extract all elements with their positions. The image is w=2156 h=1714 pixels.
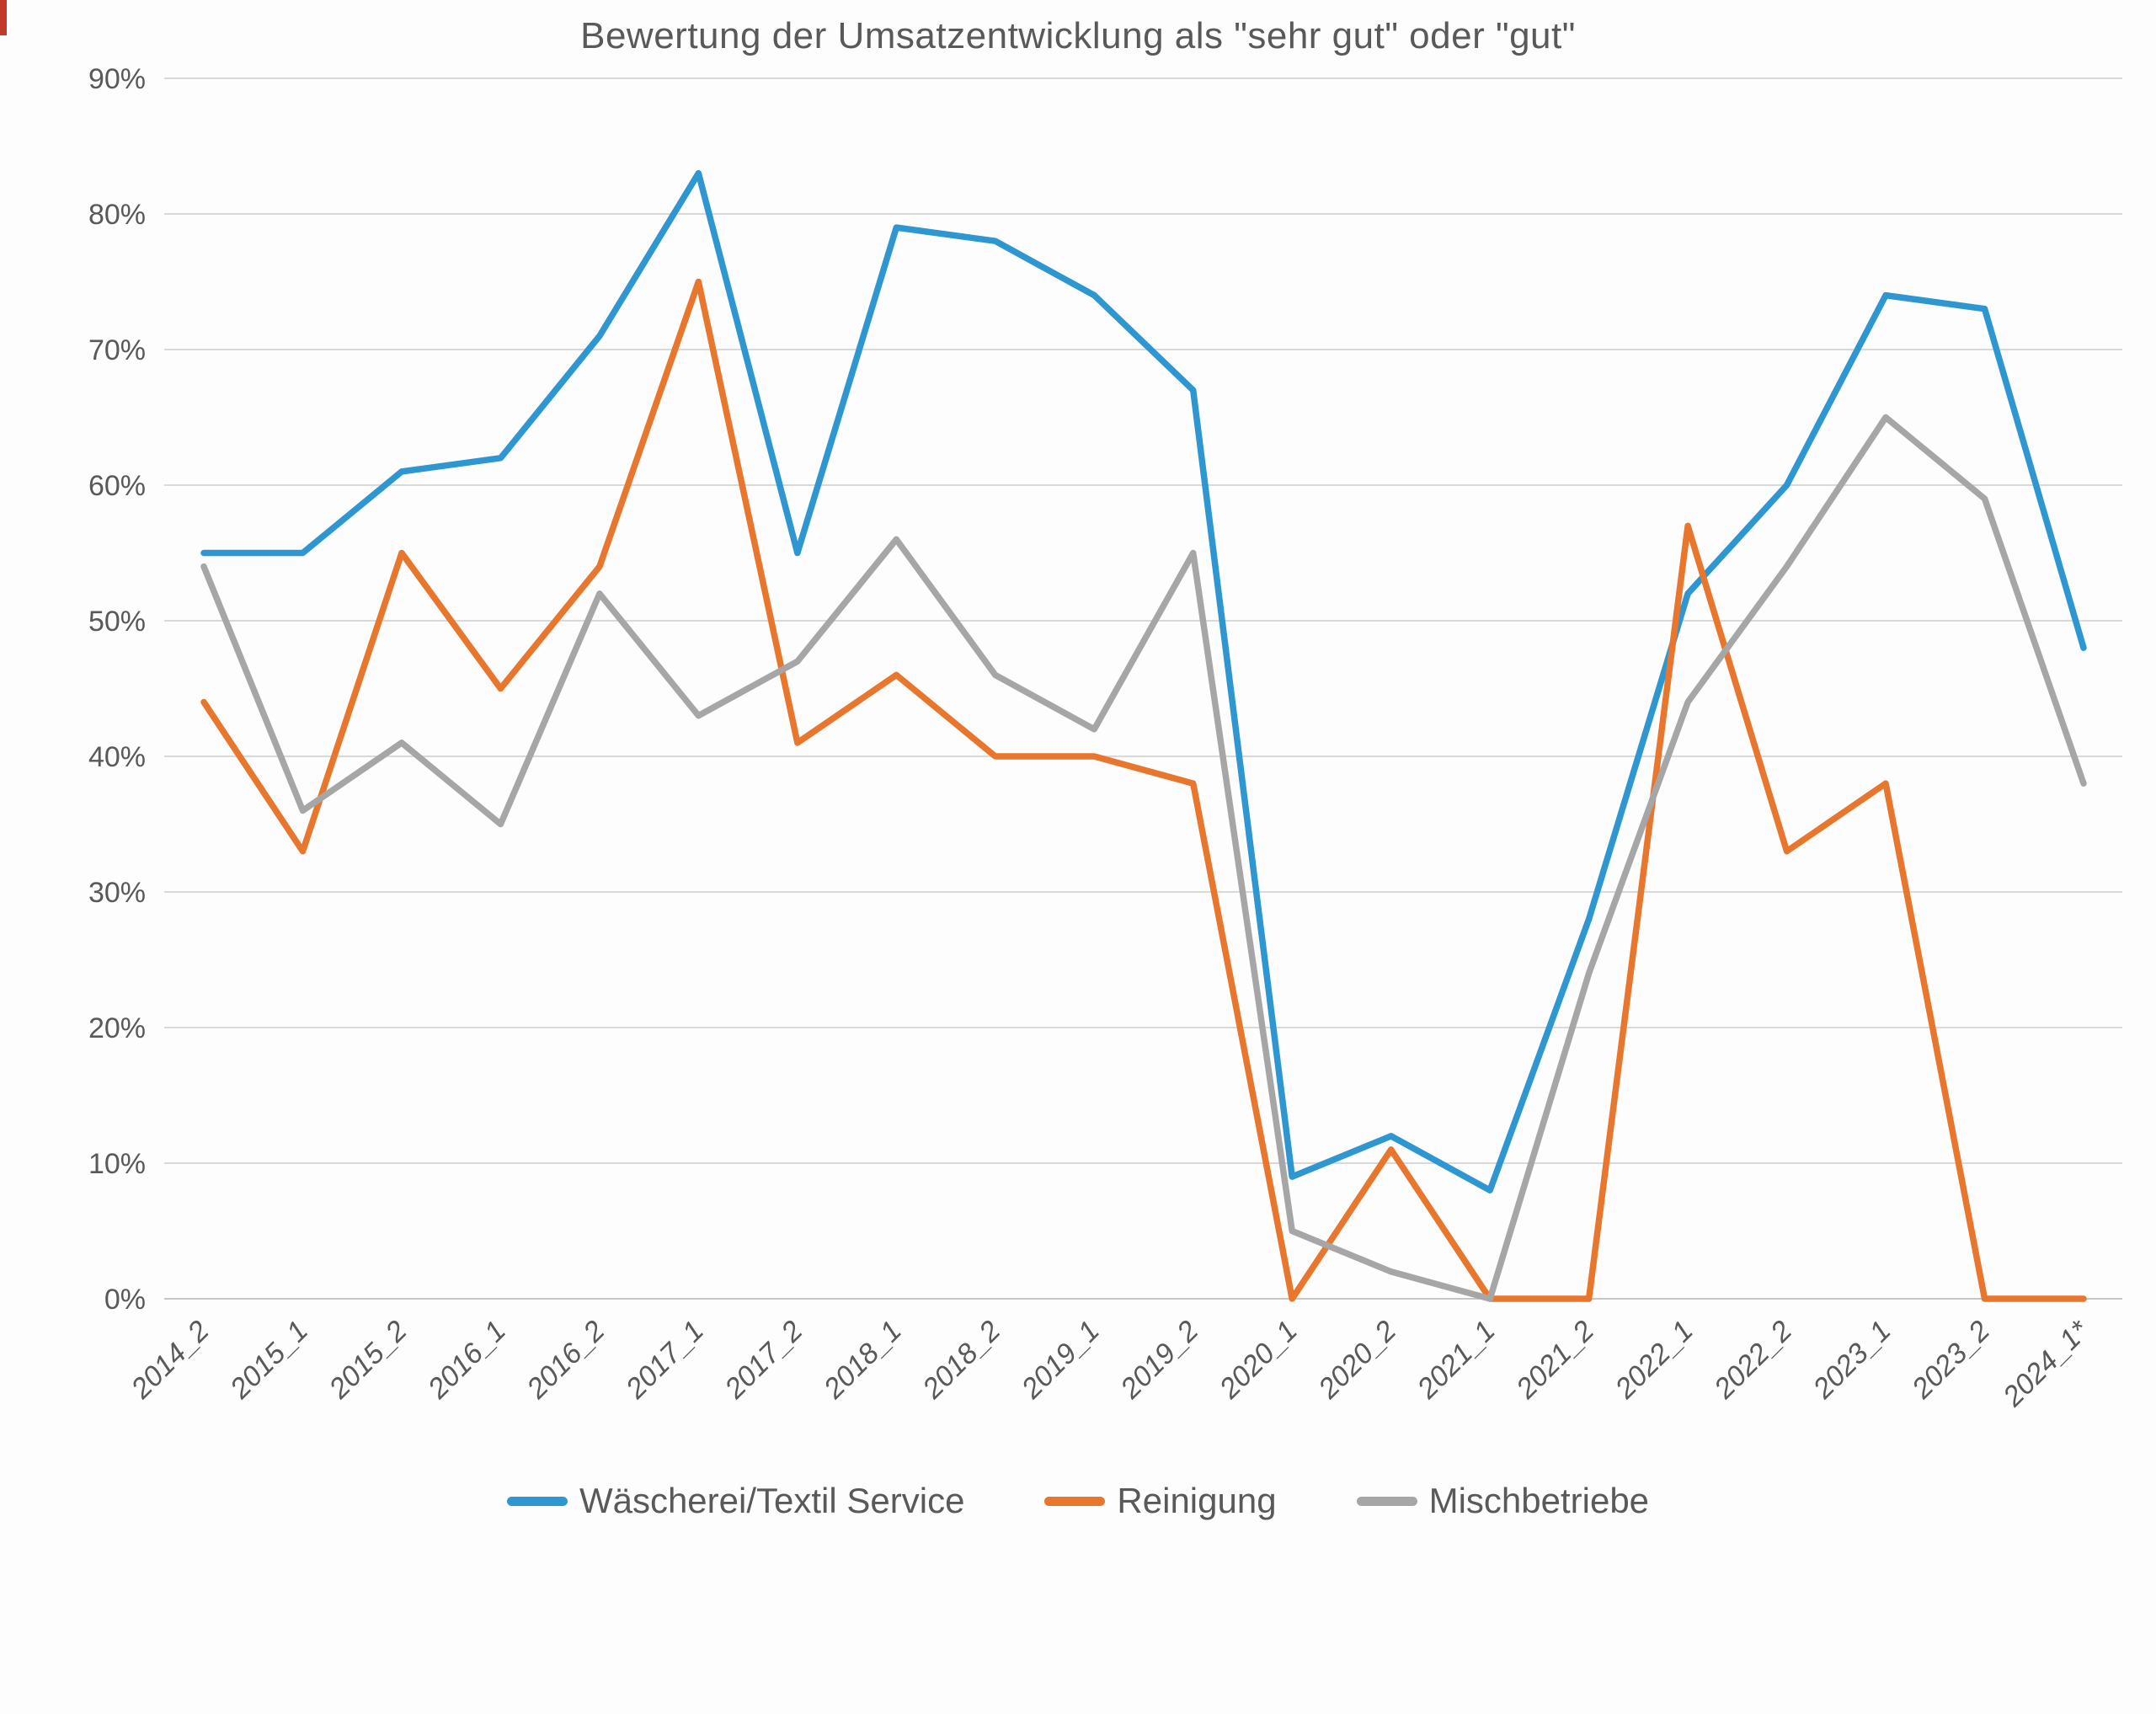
series-line-2 <box>200 414 2087 1302</box>
x-tick-label: 2023_2 <box>1905 1315 1996 1406</box>
legend-item-reinigung: Reinigung <box>1044 1481 1277 1521</box>
scan-artifact <box>0 0 7 35</box>
x-tick-label: 2021_2 <box>1509 1315 1600 1406</box>
x-tick-label: 2019_1 <box>1015 1315 1106 1406</box>
x-tick-label: 2020_1 <box>1213 1315 1304 1406</box>
x-tick-label: 2014_2 <box>125 1315 216 1406</box>
x-tick-label: 2021_1 <box>1411 1315 1502 1406</box>
legend-swatch-reinigung <box>1044 1496 1106 1506</box>
x-tick-label: 2017_2 <box>718 1315 809 1406</box>
series-line-0 <box>200 169 2087 1193</box>
y-tick-label: 40% <box>88 741 146 773</box>
x-tick-label: 2024_1* <box>1996 1314 2095 1413</box>
x-tick-label: 2018_2 <box>916 1315 1007 1406</box>
legend-swatch-mischbetriebe <box>1356 1496 1417 1506</box>
x-tick-label: 2022_2 <box>1707 1315 1798 1406</box>
legend-item-waescherei: Wäscherei/Textil Service <box>506 1481 965 1521</box>
x-tick-label: 2019_2 <box>1114 1315 1205 1406</box>
x-tick-label: 2015_2 <box>323 1315 414 1406</box>
chart-legend: Wäscherei/Textil Service Reinigung Misch… <box>0 1481 2156 1521</box>
legend-item-mischbetriebe: Mischbetriebe <box>1356 1481 1650 1521</box>
x-tick-label: 2016_2 <box>520 1315 611 1406</box>
y-tick-label: 0% <box>104 1284 146 1316</box>
y-tick-label: 60% <box>88 470 146 502</box>
y-tick-label: 30% <box>88 877 146 909</box>
legend-swatch-waescherei <box>506 1496 568 1506</box>
y-tick-label: 90% <box>88 63 146 95</box>
series-line-1 <box>200 278 2087 1302</box>
x-tick-label: 2023_1 <box>1806 1315 1897 1406</box>
y-tick-label: 70% <box>88 334 146 366</box>
x-tick-label: 2017_1 <box>619 1315 710 1406</box>
x-tick-label: 2018_1 <box>817 1315 908 1406</box>
legend-label-mischbetriebe: Mischbetriebe <box>1428 1481 1650 1520</box>
legend-label-reinigung: Reinigung <box>1117 1481 1277 1520</box>
x-tick-label: 2015_1 <box>223 1315 314 1406</box>
legend-label-waescherei: Wäscherei/Textil Service <box>579 1481 965 1520</box>
chart-title: Bewertung der Umsatzentwicklung als "seh… <box>580 15 1576 56</box>
y-tick-label: 20% <box>88 1012 146 1044</box>
x-tick-label: 2022_1 <box>1609 1315 1700 1406</box>
x-tick-label: 2016_1 <box>421 1315 512 1406</box>
y-tick-label: 10% <box>88 1148 146 1180</box>
y-tick-label: 80% <box>88 199 146 231</box>
y-tick-label: 50% <box>88 606 146 638</box>
x-tick-label: 2020_2 <box>1312 1315 1403 1406</box>
